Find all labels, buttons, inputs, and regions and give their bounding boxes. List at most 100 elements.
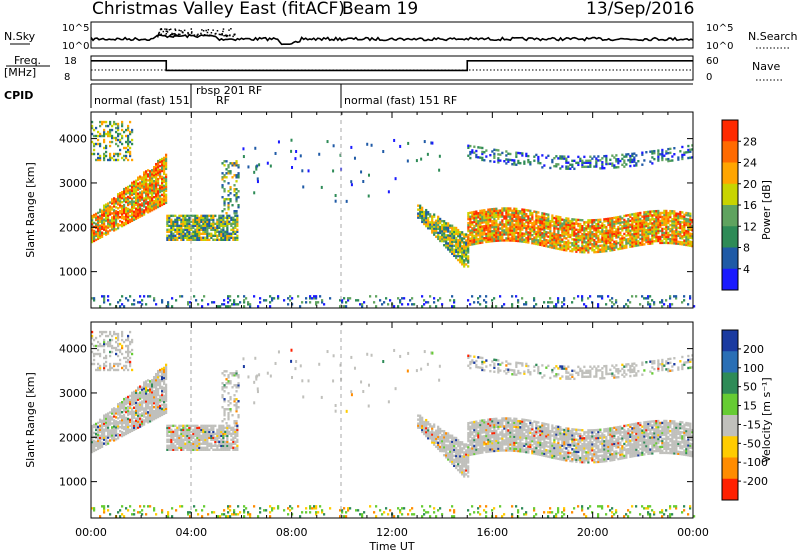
- velocity-cell: [111, 338, 114, 342]
- power-cell: [184, 234, 187, 238]
- power-cell: [151, 208, 154, 212]
- power-cell: [481, 211, 484, 214]
- power-cell: [123, 195, 126, 199]
- power-cell: [407, 303, 410, 306]
- power-cell: [497, 209, 500, 212]
- power-cell: [635, 212, 638, 215]
- power-cell: [421, 206, 424, 210]
- power-cell: [667, 215, 670, 219]
- power-cell: [227, 208, 230, 211]
- power-cell: [539, 241, 542, 245]
- velocity-cell: [91, 436, 94, 440]
- power-cell: [587, 161, 590, 164]
- power-cell: [483, 221, 486, 224]
- power-cell: [123, 221, 126, 225]
- power-cell: [218, 224, 221, 228]
- power-cell: [115, 216, 118, 219]
- power-cell: [475, 149, 478, 153]
- power-cell: [627, 305, 630, 308]
- power-cell: [163, 180, 166, 184]
- power-cell: [491, 237, 494, 241]
- power-cell: [149, 174, 152, 177]
- power-cell: [91, 230, 94, 234]
- power-cell: [465, 257, 468, 260]
- power-cell: [214, 232, 217, 236]
- power-cell: [563, 236, 566, 240]
- power-cell: [459, 239, 462, 242]
- power-cell: [541, 234, 544, 237]
- power-cell: [489, 230, 492, 233]
- velocity-cell: [103, 348, 106, 352]
- power-cell: [491, 239, 494, 243]
- power-cell: [194, 234, 197, 238]
- power-cell: [545, 219, 548, 222]
- power-cell: [663, 217, 666, 221]
- power-cell: [475, 220, 478, 223]
- power-cell: [487, 216, 490, 219]
- power-cell: [635, 214, 638, 217]
- power-cell: [677, 240, 680, 244]
- power-cell: [109, 158, 112, 162]
- power-cell: [115, 206, 118, 209]
- power-cell: [139, 183, 142, 186]
- power-cell: [200, 232, 203, 236]
- velocity-cell: [157, 397, 160, 401]
- power-cell: [549, 219, 552, 223]
- velocity-cell: [111, 350, 114, 354]
- power-cell: [551, 220, 554, 223]
- velocity-cell: [218, 424, 221, 428]
- power-cell: [153, 187, 156, 191]
- velocity-cell: [135, 395, 138, 398]
- velocity-cell: [204, 440, 207, 444]
- power-cell: [507, 237, 510, 240]
- velocity-cell: [157, 413, 160, 417]
- velocity-cell: [129, 430, 132, 434]
- power-cell: [97, 130, 100, 134]
- velocity-cell: [97, 433, 100, 437]
- power-cell: [168, 238, 171, 241]
- power-cell: [91, 220, 94, 224]
- power-cell: [180, 228, 183, 232]
- power-cell: [647, 234, 650, 238]
- power-cell: [220, 214, 223, 218]
- power-cell: [527, 223, 530, 226]
- power-cell: [317, 301, 320, 304]
- power-cell: [599, 232, 602, 235]
- power-cell: [489, 238, 492, 241]
- power-cell: [603, 218, 606, 221]
- power-cell: [673, 224, 676, 227]
- power-cell: [477, 146, 480, 149]
- power-cell: [593, 242, 596, 246]
- power-cell: [535, 232, 538, 236]
- power-cell: [206, 224, 209, 228]
- velocity-cell: [188, 434, 191, 438]
- power-cell: [523, 303, 526, 306]
- power-cell: [541, 218, 544, 221]
- velocity-cell: [218, 436, 221, 440]
- velocity-cell: [196, 424, 199, 428]
- velocity-cell: [216, 434, 219, 438]
- power-cell: [571, 218, 574, 221]
- velocity-cell: [117, 433, 120, 436]
- power-cell: [153, 205, 156, 209]
- power-cell: [521, 234, 524, 237]
- power-cell: [97, 219, 100, 223]
- power-cell: [135, 197, 138, 200]
- power-cell: [683, 243, 686, 246]
- power-cell: [505, 237, 508, 240]
- power-cell: [157, 171, 160, 175]
- power-cell: [495, 221, 498, 225]
- power-cell: [479, 295, 482, 298]
- velocity-cell: [188, 444, 191, 448]
- power-cell: [135, 215, 138, 218]
- power-cell: [571, 163, 574, 167]
- power-cell: [471, 215, 474, 218]
- power-cell: [157, 163, 160, 167]
- velocity-cell: [149, 410, 152, 413]
- power-cell: [200, 228, 203, 232]
- power-cell: [127, 140, 130, 144]
- power-cell: [629, 235, 632, 238]
- velocity-cell: [101, 421, 104, 424]
- velocity-cell: [141, 390, 144, 393]
- power-cell: [505, 215, 508, 218]
